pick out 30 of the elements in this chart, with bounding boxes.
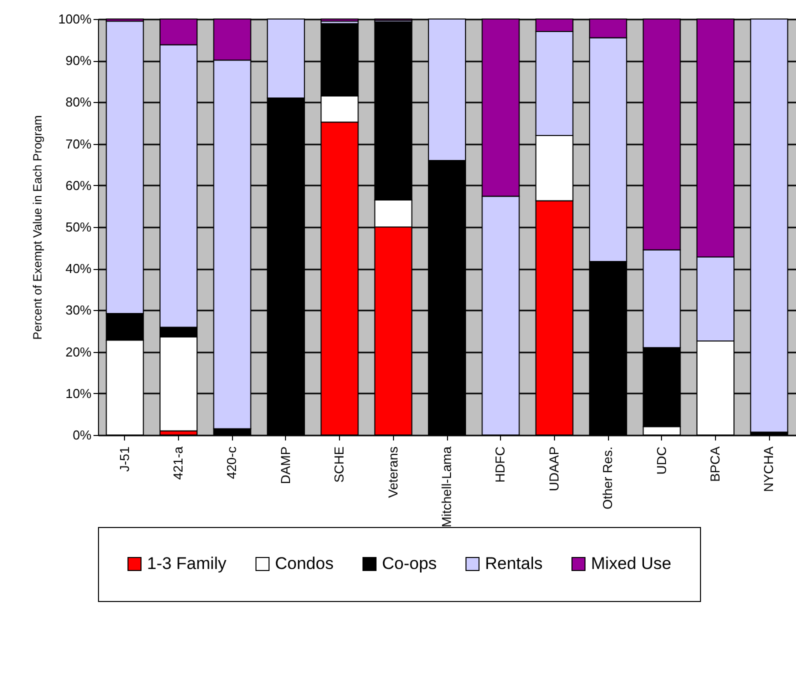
y-tick-label: 10% xyxy=(65,386,92,401)
x-tick-label: Veterans xyxy=(385,446,400,498)
x-tick-label: UDC xyxy=(654,446,669,475)
y-tick-label: 60% xyxy=(65,178,92,193)
y-tick-label: 0% xyxy=(72,428,92,442)
y-tick-label: 80% xyxy=(65,94,92,110)
legend-label: Co-ops xyxy=(382,554,437,573)
y-tick-label: 20% xyxy=(65,344,92,360)
legend-label: 1-3 Family xyxy=(147,554,227,573)
x-tick-label: NYCHA xyxy=(761,446,776,492)
x-tick-label: Other Res. xyxy=(600,446,616,510)
y-tick-label: 70% xyxy=(65,136,92,152)
x-tick-label: SCHE xyxy=(332,446,347,483)
y-axis-title: Percent of Exempt Value in Each Program xyxy=(30,115,44,340)
legend-label: Mixed Use xyxy=(591,554,672,573)
x-tick-label: Mitchell-Lama xyxy=(439,446,454,528)
x-tick-label: UDAAP xyxy=(546,446,562,492)
y-tick-label: 50% xyxy=(65,220,92,234)
x-tick-label: HDFC xyxy=(492,446,508,483)
y-tick-label: 40% xyxy=(65,261,92,276)
legend-label: Rentals xyxy=(485,554,543,573)
x-tick-label: DAMP xyxy=(278,446,293,484)
x-tick-label: J-51 xyxy=(116,446,132,472)
x-tick-label: 421-a xyxy=(170,446,186,480)
y-tick-label: 30% xyxy=(65,302,92,318)
legend-label: Condos xyxy=(275,554,334,573)
y-tick-label: 100% xyxy=(58,12,92,26)
x-tick-label: BPCA xyxy=(707,446,722,482)
x-tick-label: 420-c xyxy=(224,446,240,480)
y-tick-label: 90% xyxy=(65,53,92,68)
